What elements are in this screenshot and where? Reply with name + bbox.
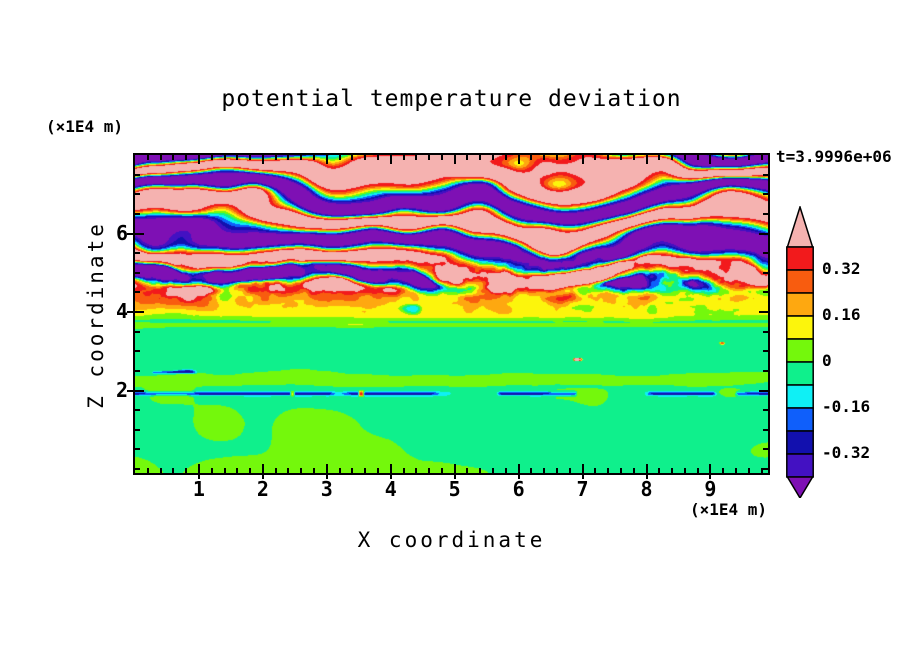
colorbar-segment xyxy=(786,407,814,432)
colorbar-tick-label: -0.16 xyxy=(822,397,871,416)
colorbar-segment xyxy=(786,453,814,478)
z-axis-tick-label: 6 xyxy=(115,220,128,245)
colorbar-segment xyxy=(786,384,814,409)
colorbar-tick-label: -0.32 xyxy=(822,443,871,462)
z-axis-tick-label: 4 xyxy=(115,299,128,324)
x-axis-tick-label: 9 xyxy=(704,477,717,501)
x-axis-tick-label: 8 xyxy=(640,477,653,501)
x-axis-tick-label: 3 xyxy=(320,477,333,501)
colorbar-tick-label: 0.32 xyxy=(822,259,861,278)
z-axis-tick-label: 2 xyxy=(115,377,128,402)
colorbar-segment xyxy=(786,430,814,455)
x-axis-tick-label: 6 xyxy=(512,477,525,501)
colorbar-lower-arrow-icon xyxy=(786,476,814,498)
colorbar-tick-label: 0.16 xyxy=(822,305,861,324)
x-axis-tick-label: 1 xyxy=(192,477,205,501)
colorbar-segment xyxy=(786,292,814,317)
colorbar-segment xyxy=(786,338,814,363)
z-axis-unit-label: (×1E4 m) xyxy=(46,117,124,136)
time-annotation: t=3.9996e+06 xyxy=(776,147,892,166)
colorbar-tick-label: 0 xyxy=(822,351,832,370)
colorbar-upper-arrow-icon xyxy=(786,206,814,248)
x-axis-unit-label: (×1E4 m) xyxy=(690,500,768,519)
plot-area xyxy=(127,153,770,479)
chart-title: potential temperature deviation xyxy=(221,86,682,112)
x-axis-title: X coordinate xyxy=(357,528,546,552)
colorbar-segment xyxy=(786,361,814,386)
colorbar-scale xyxy=(786,206,814,498)
x-axis-tick-label: 2 xyxy=(256,477,269,501)
colorbar-segment xyxy=(786,246,814,271)
heatmap-canvas xyxy=(135,155,768,473)
x-axis-tick-label: 4 xyxy=(384,477,397,501)
colorbar-segment xyxy=(786,315,814,340)
x-axis-tick-label: 5 xyxy=(448,477,461,501)
colorbar-segment xyxy=(786,269,814,294)
x-axis-tick-label: 7 xyxy=(576,477,589,501)
